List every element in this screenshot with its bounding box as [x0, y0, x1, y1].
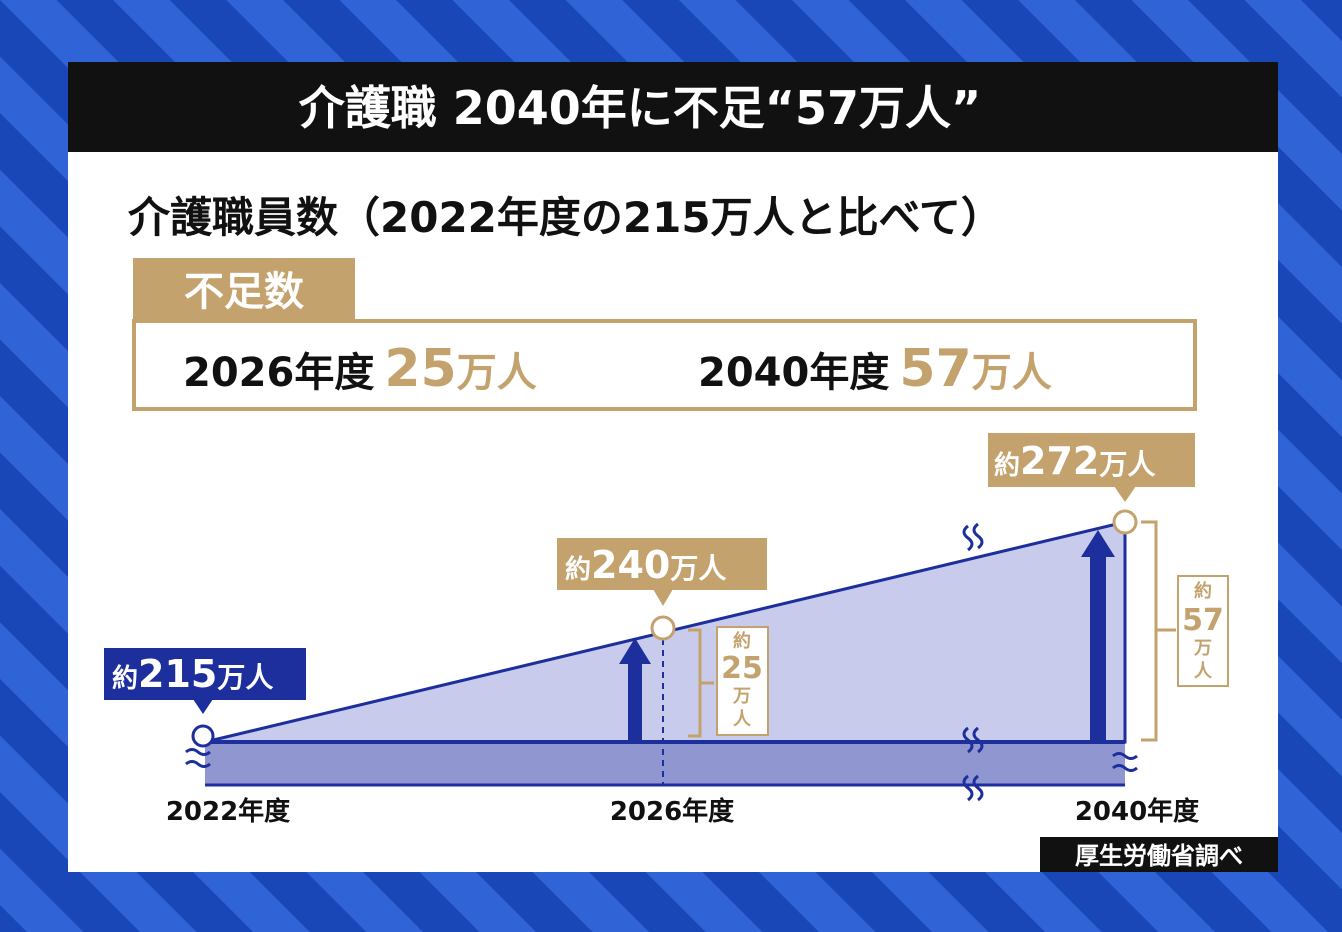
prefix: 約 — [994, 450, 1020, 481]
title: 介護職 2040年に不足“57万人” — [299, 81, 982, 135]
unit: 万人 — [972, 350, 1052, 396]
title-bar — [68, 62, 1278, 152]
bracket — [1141, 520, 1176, 742]
value: 57 — [899, 339, 971, 399]
arrow-head — [1081, 530, 1115, 557]
x-label: 2026年度 — [610, 796, 734, 827]
callout-pointer — [653, 589, 673, 606]
unit: 万 — [732, 686, 751, 707]
unit: 万 — [1193, 638, 1212, 659]
callout-pointer — [193, 699, 213, 714]
unit: 万人 — [457, 350, 537, 396]
arrow — [628, 662, 642, 742]
callout-text: 約272万人 — [994, 439, 1155, 483]
prefix: 約 — [733, 630, 751, 652]
prefix: 約 — [565, 554, 591, 585]
callout — [104, 648, 306, 700]
unit: 万人 — [217, 661, 273, 694]
bracket-box — [1177, 575, 1229, 687]
value: 240 — [591, 543, 670, 587]
subtitle: 介護職員数（2022年度の215万人と比べて） — [128, 193, 1003, 242]
year: 2026年度 — [183, 350, 374, 396]
value: 57 — [1182, 603, 1224, 638]
bracket-text: 約 25 万 人 — [721, 630, 763, 730]
unit: 人 — [1194, 661, 1213, 682]
shortage-item: 2040年度 57万人 — [698, 339, 1052, 399]
arrow — [1090, 555, 1106, 742]
source-box — [1040, 837, 1278, 872]
base-band — [205, 742, 1125, 785]
value: 215 — [138, 652, 217, 696]
value: 272 — [1020, 439, 1099, 483]
unit: 万人 — [670, 552, 726, 585]
value: 25 — [721, 651, 763, 686]
unit: 万人 — [1099, 448, 1155, 481]
callout — [988, 433, 1195, 487]
bracket-text: 約 57 万 人 — [1182, 580, 1224, 682]
shortage-label: 不足数 — [184, 269, 304, 315]
year: 2040年度 — [698, 350, 889, 396]
value: 25 — [384, 339, 456, 399]
shortage-box — [132, 319, 1197, 411]
point — [1112, 509, 1138, 535]
unit: 人 — [733, 709, 752, 730]
bracket — [688, 628, 714, 738]
shortage-item: 2026年度 25万人 — [183, 339, 537, 399]
point — [650, 615, 676, 641]
prefix: 約 — [1194, 580, 1212, 602]
callout-text: 約240万人 — [565, 543, 726, 587]
break-marks — [185, 522, 1138, 802]
callout — [557, 538, 767, 590]
arrow-head — [619, 638, 651, 664]
bracket-box — [716, 626, 769, 736]
callout-text: 約215万人 — [112, 652, 273, 696]
callout-pointer — [1114, 486, 1136, 502]
shortage-tag — [133, 258, 355, 320]
x-label: 2022年度 — [166, 796, 290, 827]
point — [191, 724, 215, 748]
source: 厚生労働省調べ — [1075, 842, 1243, 870]
x-label: 2040年度 — [1075, 796, 1199, 827]
prefix: 約 — [112, 663, 138, 694]
